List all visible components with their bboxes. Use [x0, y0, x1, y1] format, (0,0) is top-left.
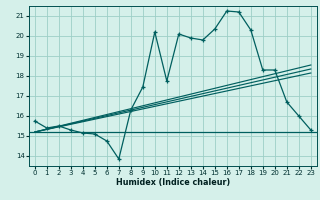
- X-axis label: Humidex (Indice chaleur): Humidex (Indice chaleur): [116, 178, 230, 187]
